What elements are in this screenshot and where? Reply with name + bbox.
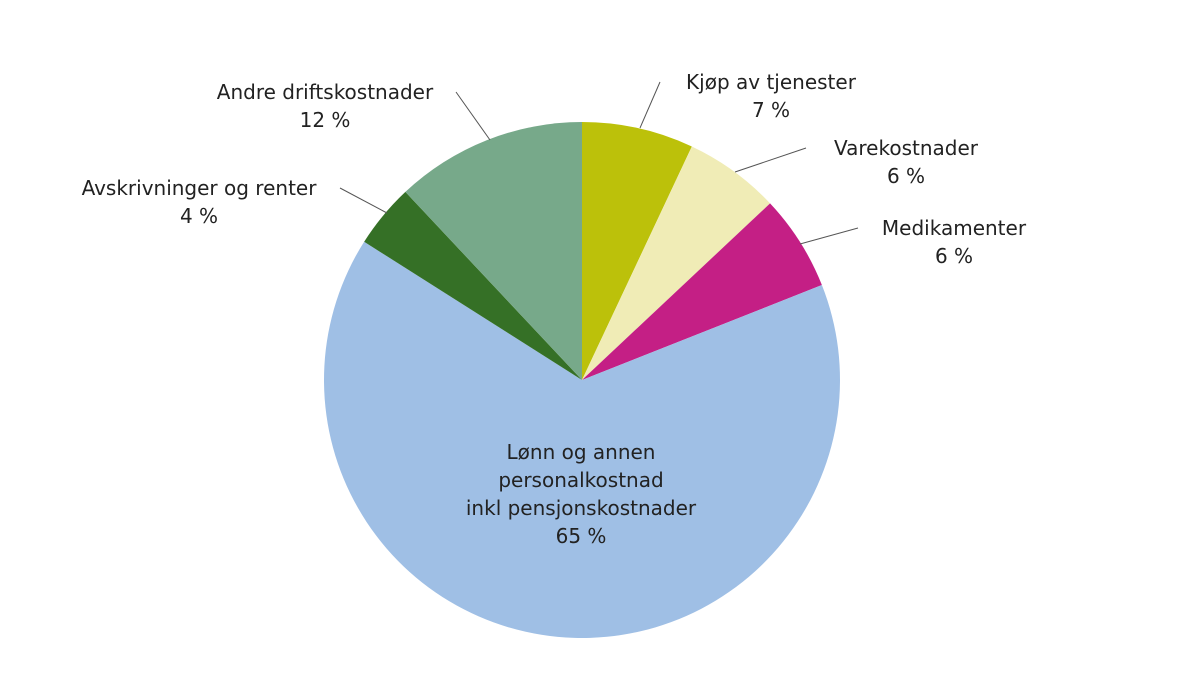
value-label: 6 %	[886, 164, 926, 188]
slice-label: Kjøp av tjenester 7 %	[611, 68, 931, 124]
pie-slice	[323, 241, 840, 638]
slice-label: Avskrivninger og renter 4 %	[39, 174, 359, 230]
category-label: Kjøp av tjenester	[686, 70, 856, 94]
leader-line	[455, 91, 491, 141]
pie-slice	[364, 191, 582, 380]
value-label: 4 %	[179, 204, 219, 228]
category-label: Andre driftskostnader	[216, 80, 434, 104]
slice-label: Lønn og annen personalkostnad inkl pensj…	[421, 438, 741, 550]
slice-label: Andre driftskostnader 12 %	[165, 78, 485, 134]
value-label: 12 %	[299, 108, 351, 132]
leader-line	[339, 187, 388, 214]
category-label: Lønn og annen personalkostnad inkl pensj…	[465, 440, 697, 520]
leader-line	[639, 81, 661, 129]
value-label: 65 %	[555, 524, 607, 548]
value-label: 6 %	[934, 244, 974, 268]
leader-line	[734, 147, 807, 173]
category-label: Varekostnader	[834, 136, 978, 160]
pie-slice	[405, 122, 582, 380]
slice-label: Medikamenter 6 %	[794, 214, 1114, 270]
pie-slice	[582, 122, 692, 380]
leader-line	[799, 227, 859, 245]
value-label: 7 %	[751, 98, 791, 122]
category-label: Medikamenter	[881, 216, 1027, 240]
slice-label: Varekostnader 6 %	[746, 134, 1066, 190]
pie-slice	[582, 203, 822, 380]
category-label: Avskrivninger og renter	[81, 176, 317, 200]
pie-slice	[582, 146, 771, 380]
